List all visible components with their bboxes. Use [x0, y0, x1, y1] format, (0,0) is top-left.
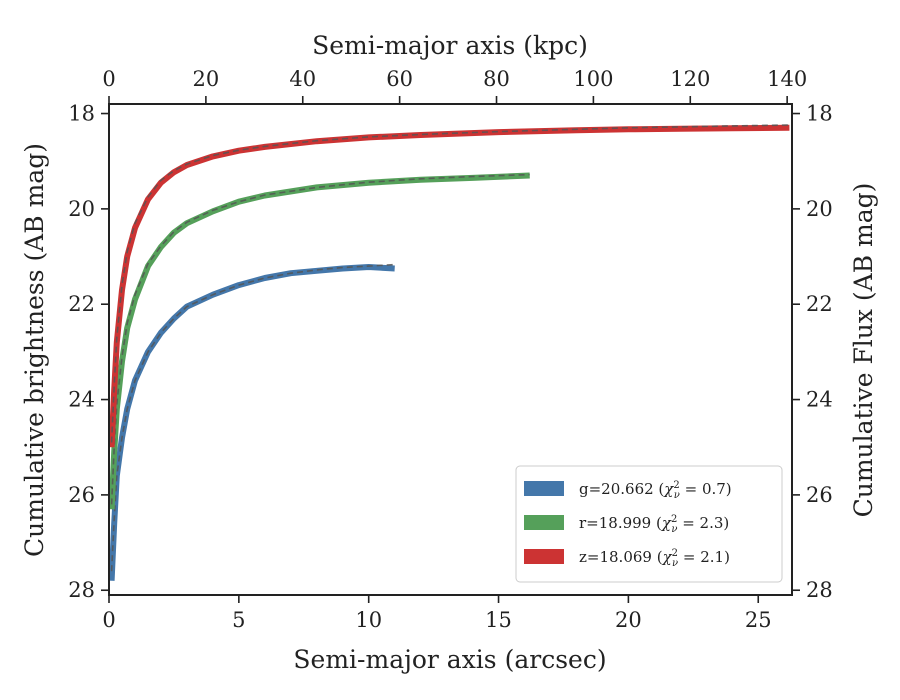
x-tick-label: 10: [355, 608, 382, 632]
top-x-tick-label: 140: [767, 67, 807, 91]
top-x-tick-label: 120: [670, 67, 710, 91]
top-x-ticks: 0 20 40 60 80 100 120 140: [102, 67, 807, 104]
top-x-tick-label: 60: [386, 67, 413, 91]
x-tick-label: 5: [232, 608, 245, 632]
legend-swatch-g: [524, 481, 564, 496]
legend-label-r: r=18.999 (χ2 ν = 2.3): [579, 514, 729, 535]
right-y-tick-label: 24: [806, 388, 833, 412]
x-tick-label: 15: [485, 608, 512, 632]
right-y-ticks: 18 20 22 24 26 28: [792, 102, 833, 602]
y-tick-label: 24: [68, 388, 95, 412]
right-y-axis-label: Cumulative Flux (AB mag): [849, 183, 878, 518]
y-axis-label: Cumulative brightness (AB mag): [20, 143, 49, 557]
y-tick-label: 18: [68, 102, 95, 126]
right-y-tick-label: 20: [806, 197, 833, 221]
series-r-model-line: [110, 173, 530, 505]
x-tick-label: 20: [615, 608, 642, 632]
legend-label-z: z=18.069 (χ2 ν = 2.1): [579, 548, 730, 569]
series-z-model-line: [110, 124, 790, 443]
plot-frame: [108, 103, 793, 596]
top-x-tick-label: 0: [102, 67, 115, 91]
series-g-model-line: [110, 263, 395, 572]
left-y-ticks: 18 20 22 24 26 28: [68, 102, 109, 602]
legend-box: [515, 465, 783, 583]
right-y-tick-label: 18: [806, 102, 833, 126]
y-tick-label: 26: [68, 483, 95, 507]
y-tick-label: 20: [68, 197, 95, 221]
legend: g=20.662 (χ2 ν = 0.7) r=18.999 (χ2 ν = 2.3)…: [515, 465, 783, 583]
right-y-tick-label: 28: [806, 578, 833, 602]
series-g-line: [108, 264, 395, 581]
legend-label-g: g=20.662 (χ2 ν = 0.7): [579, 480, 732, 501]
y-tick-label: 28: [68, 578, 95, 602]
right-y-tick-label: 26: [806, 483, 833, 507]
top-x-tick-label: 40: [289, 67, 316, 91]
x-tick-label: 0: [102, 608, 115, 632]
top-x-axis-label: Semi-major axis (kpc): [312, 31, 588, 60]
legend-swatch-r: [524, 515, 564, 530]
y-tick-label: 22: [68, 292, 95, 316]
top-x-tick-label: 100: [573, 67, 613, 91]
bottom-x-ticks: 0 5 10 15 20 25: [102, 595, 772, 632]
right-y-tick-label: 22: [806, 292, 833, 316]
series-r-line: [108, 172, 530, 510]
legend-swatch-z: [524, 549, 564, 564]
x-tick-label: 25: [745, 608, 772, 632]
x-axis-label: Semi-major axis (arcsec): [293, 645, 606, 674]
data-layer: [108, 124, 790, 581]
top-x-tick-label: 20: [193, 67, 220, 91]
top-x-tick-label: 80: [483, 67, 510, 91]
